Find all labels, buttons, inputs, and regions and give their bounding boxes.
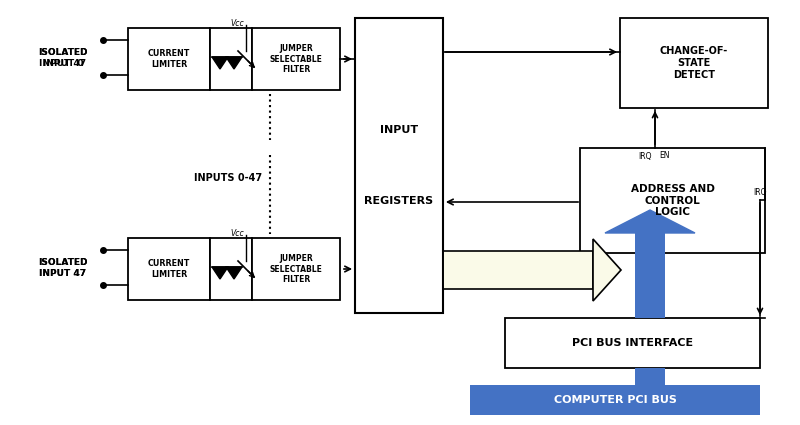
Bar [470,385,760,415]
Polygon shape [212,57,228,69]
Bar [252,238,340,300]
Text: ISOLATED
INPUT 47: ISOLATED INPUT 47 [38,258,88,278]
Text: REGISTERS: REGISTERS [365,196,434,206]
Bar [635,233,665,318]
Text: JUMPER
SELECTABLE
FILTER: JUMPER SELECTABLE FILTER [270,254,322,284]
Bar [635,368,665,385]
Text: Vcc: Vcc [230,19,244,28]
Bar [620,18,768,108]
Polygon shape [593,239,621,301]
Bar [210,28,252,90]
Polygon shape [226,57,242,69]
Polygon shape [605,210,695,233]
Bar [210,238,252,300]
Bar [443,251,593,289]
Bar [355,18,443,313]
Text: PCI BUS INTERFACE: PCI BUS INTERFACE [572,338,693,348]
Text: COMPUTER PCI BUS: COMPUTER PCI BUS [554,395,677,405]
Text: CHANGE-OF-
STATE
DETECT: CHANGE-OF- STATE DETECT [660,46,728,79]
Polygon shape [212,267,228,279]
Bar [252,28,340,90]
Bar [128,238,210,300]
Text: ISOLATED
INPUT 0: ISOLATED INPUT 0 [38,48,88,68]
Text: Vcc: Vcc [230,229,244,238]
Bar [505,318,760,368]
Polygon shape [226,267,242,279]
Text: IRQ: IRQ [754,187,766,196]
Text: IRQ: IRQ [638,151,652,161]
Text: EN: EN [660,151,670,161]
Text: INPUT: INPUT [380,125,418,135]
Text: CURRENT
LIMITER: CURRENT LIMITER [148,259,190,279]
Text: INPUTS 0-47: INPUTS 0-47 [194,173,262,183]
Bar [580,148,765,253]
Bar [128,28,210,90]
Text: ISOLATED
INPUT 47: ISOLATED INPUT 47 [38,48,88,68]
Text: JUMPER
SELECTABLE
FILTER: JUMPER SELECTABLE FILTER [270,44,322,74]
Text: CURRENT
LIMITER: CURRENT LIMITER [148,49,190,69]
Text: ADDRESS AND
CONTROL
LOGIC: ADDRESS AND CONTROL LOGIC [630,184,714,217]
Text: ISOLATED
INPUT 47: ISOLATED INPUT 47 [38,258,88,278]
